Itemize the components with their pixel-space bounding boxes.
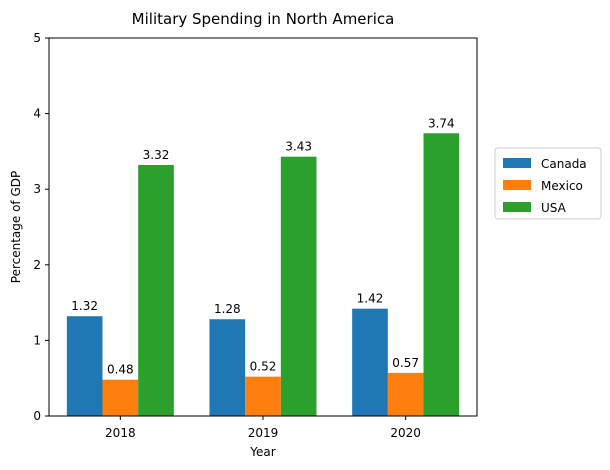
x-tick-label: 2019: [248, 426, 279, 440]
bar-canada-2019: [209, 319, 246, 416]
y-tick-label: 1: [33, 333, 41, 347]
data-label-canada-2018: 1.32: [71, 299, 98, 313]
bar-usa-2020: [423, 133, 460, 417]
data-label-mexico-2019: 0.52: [250, 360, 277, 374]
data-label-mexico-2018: 0.48: [107, 363, 134, 377]
legend-swatch-usa: [503, 202, 531, 212]
legend-label-mexico: Mexico: [541, 179, 583, 193]
plot-frame: [48, 37, 478, 417]
chart-title: Military Spending in North America: [132, 10, 395, 28]
y-tick-label: 4: [33, 107, 41, 121]
legend-label-canada: Canada: [541, 157, 587, 171]
legend-swatch-mexico: [503, 180, 531, 190]
legend-swatch-canada: [503, 158, 531, 168]
data-label-usa-2018: 3.32: [143, 148, 170, 162]
legend-label-usa: USA: [541, 201, 567, 215]
bar-usa-2018: [138, 165, 174, 416]
legend: Canada Mexico USA: [494, 147, 602, 220]
bar-mexico-2019: [245, 376, 281, 416]
data-label-canada-2020: 1.42: [357, 292, 384, 306]
bar-mexico-2018: [102, 379, 139, 416]
data-label-mexico-2020: 0.57: [392, 356, 419, 370]
y-axis-label: Percentage of GDP: [9, 171, 23, 283]
bar-mexico-2020: [387, 372, 424, 416]
y-tick-label: 0: [33, 409, 41, 423]
y-tick-label: 5: [33, 31, 41, 45]
data-label-canada-2019: 1.28: [214, 302, 241, 316]
y-tick-label: 2: [33, 258, 41, 272]
data-label-usa-2019: 3.43: [285, 140, 312, 154]
x-tick-label: 2020: [390, 426, 421, 440]
x-axis-label: Year: [249, 445, 275, 459]
x-tick-label: 2018: [105, 426, 136, 440]
plot-area: 0 1 2 3 4 5 2018 1.32 0.48 3.32 2019 1.28 0.52 3.43 20…: [33, 31, 460, 440]
bar-canada-2018: [66, 316, 103, 416]
y-tick-label: 3: [33, 182, 41, 196]
bar-canada-2020: [352, 308, 388, 416]
data-label-usa-2020: 3.74: [428, 116, 455, 130]
bar-usa-2019: [280, 156, 317, 416]
